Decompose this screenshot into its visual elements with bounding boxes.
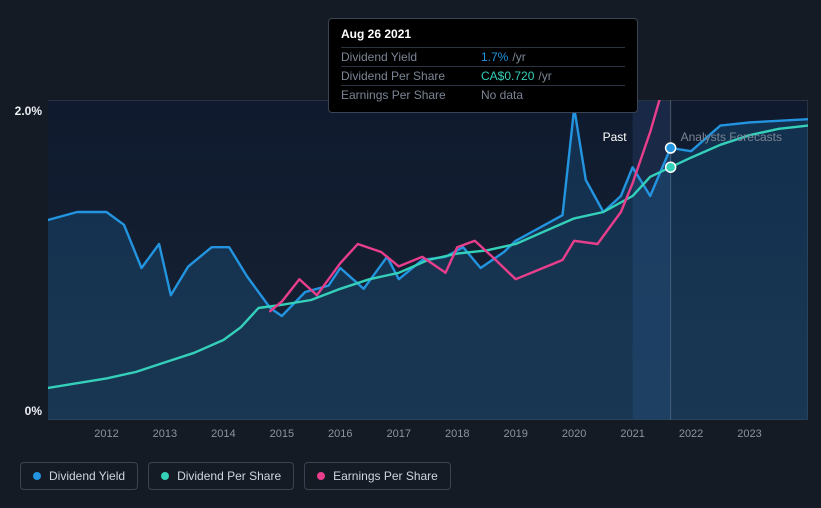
dividend-chart: 2.0% 0% 2012 2013 2014 2015 2016 2017 2018 2019…: [0, 0, 821, 508]
legend-dot-icon: [161, 472, 169, 480]
tooltip-date: Aug 26 2021: [341, 27, 625, 41]
x-tick: 2016: [328, 428, 352, 440]
x-tick: 2022: [679, 428, 703, 440]
x-tick: 2019: [503, 428, 527, 440]
tooltip-row: Dividend Yield1.7%/yr: [341, 47, 625, 66]
hover-tooltip: Aug 26 2021 Dividend Yield1.7%/yrDividen…: [328, 18, 638, 113]
legend-item[interactable]: Dividend Per Share: [148, 462, 294, 490]
forecast-region-label: Analysts Forecasts: [681, 130, 782, 144]
tooltip-row-label: Earnings Per Share: [341, 88, 481, 102]
legend-label: Earnings Per Share: [333, 469, 438, 483]
tooltip-row-label: Dividend Yield: [341, 50, 481, 64]
y-tick-min: 0%: [4, 404, 42, 418]
tooltip-row: Dividend Per ShareCA$0.720/yr: [341, 66, 625, 85]
tooltip-row: Earnings Per ShareNo data: [341, 85, 625, 104]
x-tick: 2017: [387, 428, 411, 440]
x-tick: 2012: [94, 428, 118, 440]
x-tick: 2018: [445, 428, 469, 440]
legend-dot-icon: [33, 472, 41, 480]
y-tick-max: 2.0%: [4, 104, 42, 118]
legend-item[interactable]: Dividend Yield: [20, 462, 138, 490]
x-tick: 2015: [270, 428, 294, 440]
tooltip-row-label: Dividend Per Share: [341, 69, 481, 83]
tooltip-row-value: No data: [481, 88, 523, 102]
x-tick: 2020: [562, 428, 586, 440]
legend-label: Dividend Yield: [49, 469, 125, 483]
legend-dot-icon: [317, 472, 325, 480]
past-region-label: Past: [603, 130, 627, 144]
legend-label: Dividend Per Share: [177, 469, 281, 483]
x-tick: 2014: [211, 428, 235, 440]
x-tick: 2013: [153, 428, 177, 440]
legend: Dividend Yield Dividend Per Share Earnings…: [20, 462, 451, 490]
chart-svg: [48, 100, 808, 420]
x-axis-labels: 2012 2013 2014 2015 2016 2017 2018 2019 2020 2021…: [48, 428, 808, 446]
plot-area[interactable]: [48, 100, 808, 420]
x-tick: 2021: [620, 428, 644, 440]
x-tick: 2023: [737, 428, 761, 440]
tooltip-row-value: 1.7%/yr: [481, 50, 526, 64]
tooltip-row-value: CA$0.720/yr: [481, 69, 552, 83]
legend-item[interactable]: Earnings Per Share: [304, 462, 451, 490]
